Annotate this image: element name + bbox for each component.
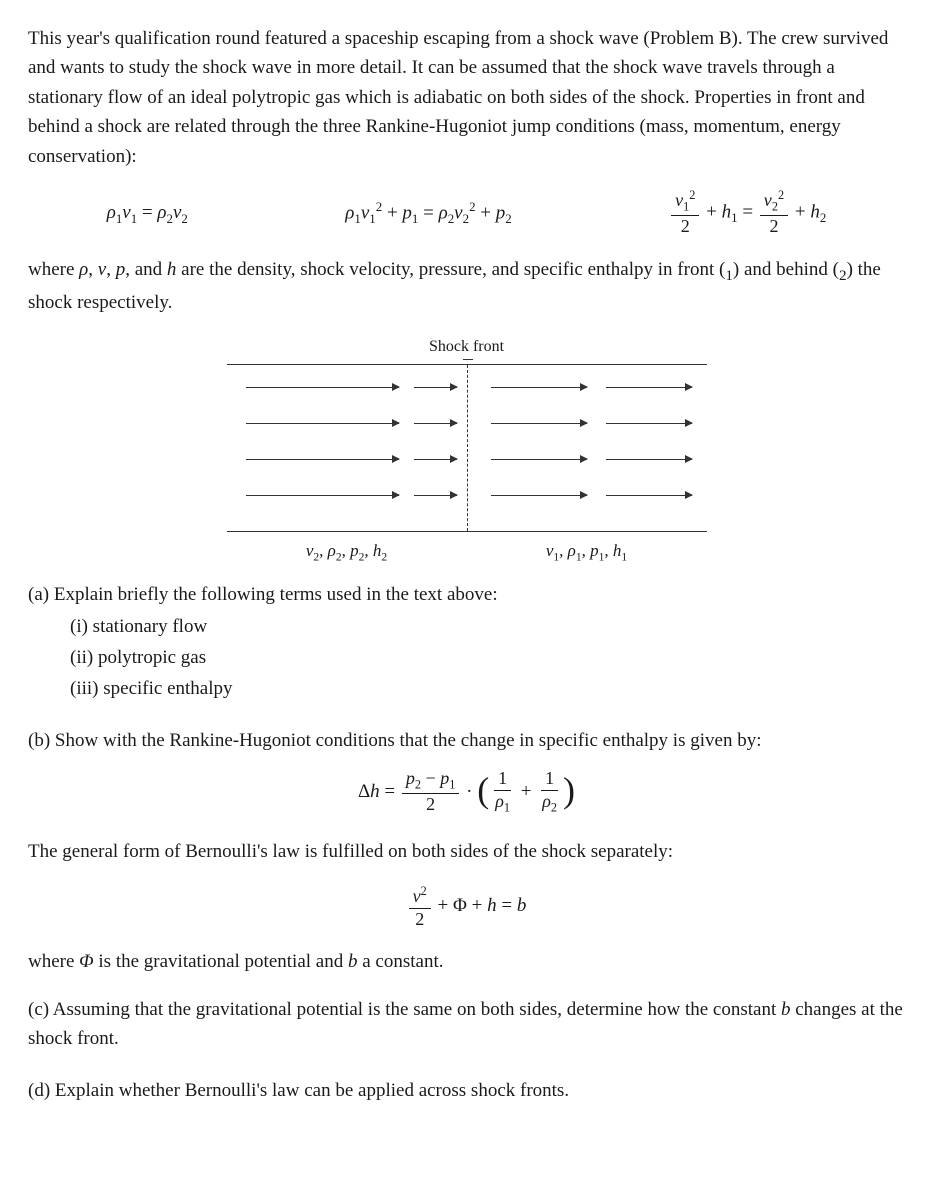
bernoulli-lead: The general form of Bernoulli's law is f… bbox=[28, 837, 905, 866]
bernoulli-equation: v22 + Φ + h = b bbox=[28, 885, 905, 930]
question-d: (d) Explain whether Bernoulli's law can … bbox=[28, 1076, 905, 1105]
diagram-left-label: v2, ρ2, p2, h2 bbox=[227, 538, 467, 566]
rh-mass-eq: ρ1v1 = ρ2v2 bbox=[107, 198, 188, 229]
question-a-lead: (a) Explain briefly the following terms … bbox=[28, 580, 905, 609]
delta-h-equation: Δh = p2 − p12 · (1ρ1 + 1ρ2) bbox=[28, 769, 905, 815]
question-c: (c) Assuming that the gravitational pote… bbox=[28, 995, 905, 1054]
rankine-hugoniot-equations: ρ1v1 = ρ2v2 ρ1v12 + p1 = ρ2v22 + p2 v122… bbox=[28, 189, 905, 237]
bernoulli-tail: where Φ is the gravitational potential a… bbox=[28, 947, 905, 976]
intro-paragraph: This year's qualification round featured… bbox=[28, 24, 905, 171]
question-b-text: (b) Show with the Rankine-Hugoniot condi… bbox=[28, 726, 905, 755]
diagram-top-label: Shock front bbox=[227, 335, 707, 360]
question-a-iii: (iii) specific enthalpy bbox=[70, 674, 905, 703]
rh-energy-eq: v122 + h1 = v222 + h2 bbox=[669, 189, 826, 237]
question-a-i: (i) stationary flow bbox=[70, 612, 905, 641]
rh-momentum-eq: ρ1v12 + p1 = ρ2v22 + p2 bbox=[345, 197, 511, 229]
question-a-ii: (ii) polytropic gas bbox=[70, 643, 905, 672]
where-line: where ρ, v, p, and h are the density, sh… bbox=[28, 255, 905, 317]
question-a: (a) Explain briefly the following terms … bbox=[28, 580, 905, 704]
shock-front-diagram: Shock front v2, ρ2, p2, h2 v1, ρ1, p1, h… bbox=[227, 335, 707, 566]
question-b: (b) Show with the Rankine-Hugoniot condi… bbox=[28, 726, 905, 815]
diagram-right-label: v1, ρ1, p1, h1 bbox=[467, 538, 707, 566]
